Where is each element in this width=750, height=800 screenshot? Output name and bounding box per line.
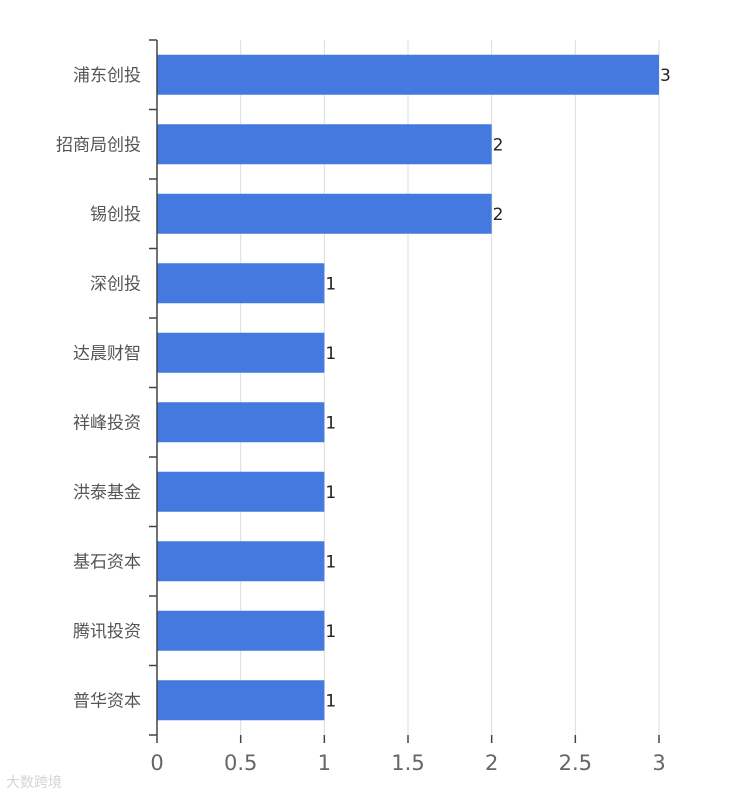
- data-label: 1: [325, 274, 336, 294]
- x-tick-label: 0.5: [224, 751, 257, 775]
- bar: [157, 471, 325, 512]
- data-label: 1: [325, 552, 336, 572]
- data-label: 1: [325, 691, 336, 711]
- x-tick-label: 1.5: [391, 751, 424, 775]
- data-label: 1: [325, 622, 336, 642]
- bar: [157, 124, 492, 165]
- category-label: 洪泰基金: [73, 483, 141, 503]
- category-label: 祥峰投资: [73, 413, 141, 433]
- bar: [157, 193, 492, 234]
- watermark: 大数跨境: [6, 775, 62, 791]
- x-tick-label: 1: [318, 751, 331, 775]
- data-label: 2: [493, 135, 504, 155]
- category-label: 普华资本: [73, 691, 141, 711]
- data-label: 2: [493, 205, 504, 225]
- x-tick-label: 3: [652, 751, 665, 775]
- bar: [157, 54, 659, 95]
- bar: [157, 402, 325, 443]
- bar: [157, 263, 325, 304]
- category-label: 达晨财智: [73, 344, 141, 364]
- bar: [157, 541, 325, 582]
- category-label: 浦东创投: [73, 66, 141, 86]
- x-tick-label: 0: [150, 751, 163, 775]
- category-label: 深创投: [90, 274, 141, 294]
- x-tick-label: 2.5: [559, 751, 592, 775]
- x-tick-label: 2: [485, 751, 498, 775]
- data-label: 1: [325, 344, 336, 364]
- bar: [157, 680, 325, 721]
- data-label: 3: [660, 66, 671, 86]
- data-label: 1: [325, 413, 336, 433]
- bar: [157, 610, 325, 651]
- category-label: 基石资本: [73, 552, 141, 572]
- data-label: 1: [325, 483, 336, 503]
- category-label: 锡创投: [90, 205, 141, 225]
- bar: [157, 332, 325, 373]
- category-label: 招商局创投: [56, 135, 141, 155]
- category-label: 腾讯投资: [73, 622, 141, 642]
